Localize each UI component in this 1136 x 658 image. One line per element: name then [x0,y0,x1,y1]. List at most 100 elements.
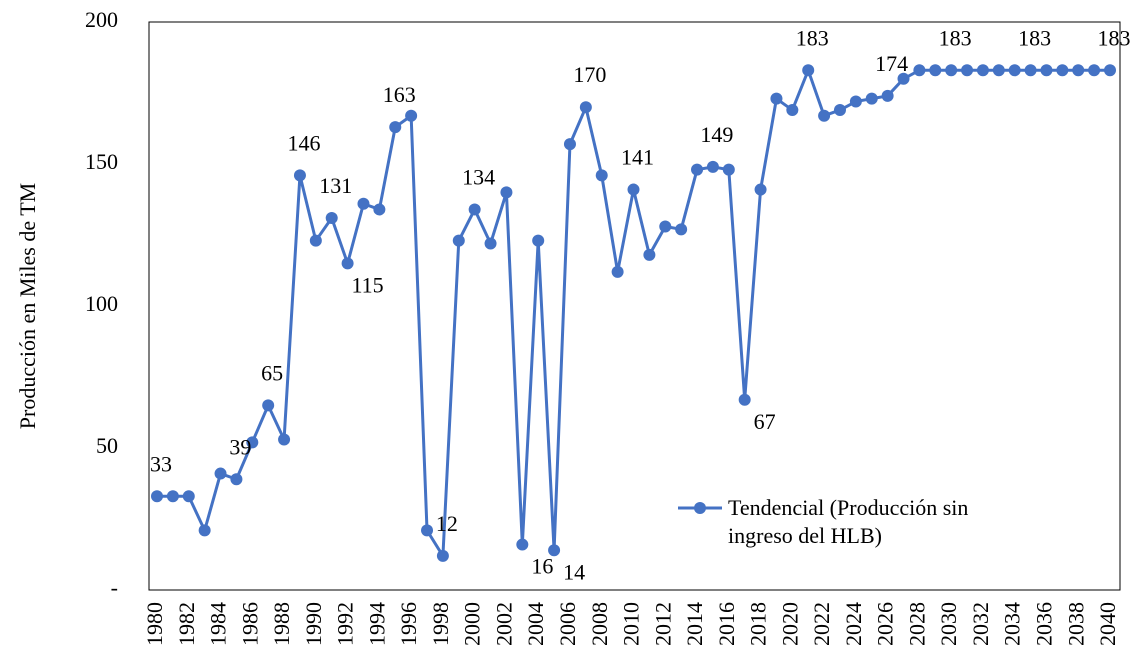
x-tick-label: 1996 [396,602,421,646]
x-tick-label: 1982 [174,602,199,646]
point [945,64,958,77]
y-tick-label: - [111,575,118,600]
point [1104,64,1116,77]
point [754,183,767,196]
x-tick-label: 1980 [142,602,167,646]
y-tick-label: 50 [96,433,118,458]
point [976,64,989,77]
point [675,223,688,236]
point [1008,64,1021,77]
x-tick-label: 1986 [237,602,262,646]
point [452,234,465,247]
data-label: 163 [383,82,416,107]
point [421,524,434,537]
data-label: 170 [573,62,606,87]
point [262,399,275,412]
point [1024,64,1037,77]
x-tick-label: 1998 [428,602,453,646]
point [246,436,259,449]
point [198,524,211,537]
data-label: 12 [436,511,458,536]
x-tick-label: 2014 [682,602,707,646]
point [1040,64,1053,77]
point [516,538,529,551]
point [309,234,322,247]
y-tick-label: 100 [85,291,118,316]
x-tick-label: 2038 [1063,602,1088,646]
data-label: 65 [261,360,283,385]
point [595,169,608,182]
y-tick-label: 150 [85,149,118,174]
point [1056,64,1069,77]
point [389,121,402,134]
point [357,197,370,210]
data-label: 115 [352,272,384,297]
data-label: 183 [1018,25,1051,50]
point [548,544,561,557]
legend-label: Tendencial (Producción sin ingreso del H… [728,495,969,548]
data-label: 183 [1098,25,1131,50]
point [992,64,1005,77]
point [325,211,338,224]
point [436,549,449,562]
point [405,109,418,122]
point [293,169,306,182]
x-tick-label: 2040 [1095,602,1120,646]
point [1088,64,1101,77]
data-label: 39 [229,434,251,459]
point [961,64,974,77]
x-tick-label: 2016 [714,602,739,646]
data-label: 146 [287,130,320,155]
point [849,95,862,108]
x-tick-label: 2022 [809,602,834,646]
y-tick-label: 200 [85,7,118,32]
point [484,237,497,250]
point [500,186,513,199]
point [579,101,592,114]
data-label: 174 [875,51,908,76]
point [563,138,576,151]
point [532,234,545,247]
x-tick-label: 2004 [523,602,548,646]
x-tick-label: 1992 [333,602,358,646]
x-tick-label: 2002 [491,602,516,646]
x-tick-label: 1984 [206,602,231,646]
x-tick-label: 2026 [873,602,898,646]
point [627,183,640,196]
legend-marker [694,502,706,514]
legend-key [678,502,722,514]
point [738,393,751,406]
data-label: 67 [754,409,776,434]
point [897,72,910,85]
x-tick-label: 1990 [301,602,326,646]
point [818,109,831,122]
data-label: 16 [531,554,553,579]
point [833,104,846,117]
y-axis-label: Producción en Miles de TM [15,183,40,429]
data-label: 134 [462,164,495,189]
point [706,160,719,173]
data-label: 183 [796,25,829,50]
point [278,433,291,446]
point [929,64,942,77]
point [151,490,163,503]
data-label: 131 [319,173,352,198]
x-tick-label: 2020 [777,602,802,646]
x-tick-label: 2012 [650,602,675,646]
point [643,248,656,261]
point [373,203,386,216]
point [182,490,195,503]
x-tick-label: 1994 [364,602,389,646]
x-tick-label: 2006 [555,602,580,646]
plot-frame [148,21,1121,591]
x-tick-label: 2036 [1032,602,1057,646]
point [913,64,926,77]
point [611,265,624,278]
x-tick-label: 2034 [1000,602,1025,646]
point [659,220,672,233]
x-tick-label: 2018 [746,602,771,646]
point [166,490,179,503]
legend: Tendencial (Producción sin ingreso del H… [676,494,1016,550]
